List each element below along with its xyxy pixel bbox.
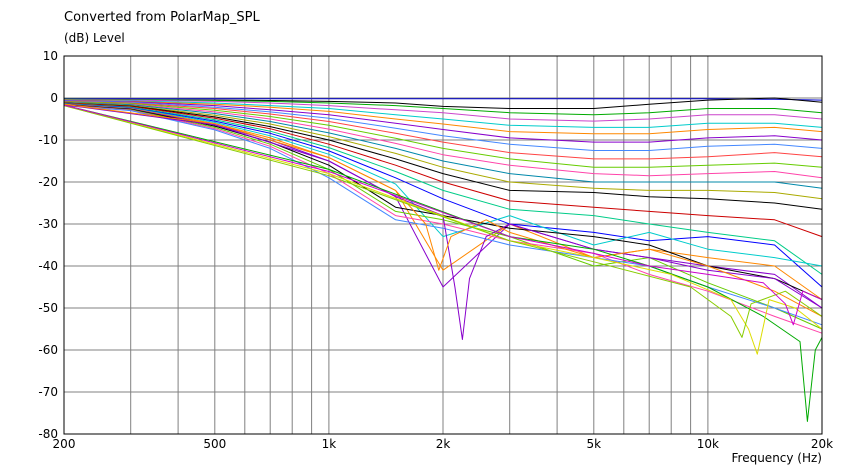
series-line-dip-lime (63, 105, 823, 338)
series-line-3 (63, 98, 823, 116)
series-group (63, 97, 823, 422)
series-line-7 (63, 100, 823, 143)
y-tick-label: -60 (38, 343, 58, 357)
x-tick-label: 1k (322, 437, 337, 451)
series-line-6 (63, 99, 823, 135)
y-tick-label: -40 (38, 259, 58, 273)
x-axis-label: Frequency (Hz) (731, 451, 823, 465)
y-tick-label: 10 (43, 49, 58, 63)
series-line-4 (63, 99, 823, 122)
y-tick-label: -30 (38, 217, 58, 231)
y-tick-label: -70 (38, 385, 58, 399)
y-tick-label: -50 (38, 301, 58, 315)
series-line-22 (63, 104, 823, 330)
series-line-18 (63, 103, 823, 267)
series-line-15 (63, 102, 823, 238)
series-line-17 (63, 103, 823, 288)
y-tick-label: -20 (38, 175, 58, 189)
series-line-12 (63, 101, 823, 189)
series-line-8 (63, 100, 823, 151)
chart-title: Converted from PolarMap_SPL (64, 10, 260, 25)
series-line-16 (63, 103, 823, 275)
y-tick-label: -10 (38, 133, 58, 147)
x-tick-label: 10k (697, 437, 719, 451)
series-line-5 (63, 99, 823, 128)
series-line-13 (63, 102, 823, 200)
series-line-dip-yellow (63, 105, 823, 355)
x-tick-label: 2k (436, 437, 451, 451)
x-tick-label: 500 (203, 437, 226, 451)
x-tick-label: 200 (53, 437, 76, 451)
series-line-dip-purple (63, 104, 823, 340)
series-line-dip-orange (63, 103, 823, 317)
series-line-dip-magenta (63, 104, 823, 326)
series-line-11 (63, 101, 823, 179)
y-tick-label: -80 (38, 427, 58, 441)
series-line-23 (63, 104, 823, 334)
series-line-9 (63, 100, 823, 160)
series-line-1 (64, 98, 823, 101)
series-line-14 (63, 102, 823, 210)
x-tick-label: 5k (587, 437, 602, 451)
x-tick-label: 20k (811, 437, 833, 451)
series-line-dip-deep-green (63, 104, 823, 422)
series-line-10 (63, 101, 823, 168)
y-tick-label: 0 (50, 91, 58, 105)
y-axis-label: (dB) Level (64, 31, 125, 45)
plot-frame (63, 55, 823, 435)
